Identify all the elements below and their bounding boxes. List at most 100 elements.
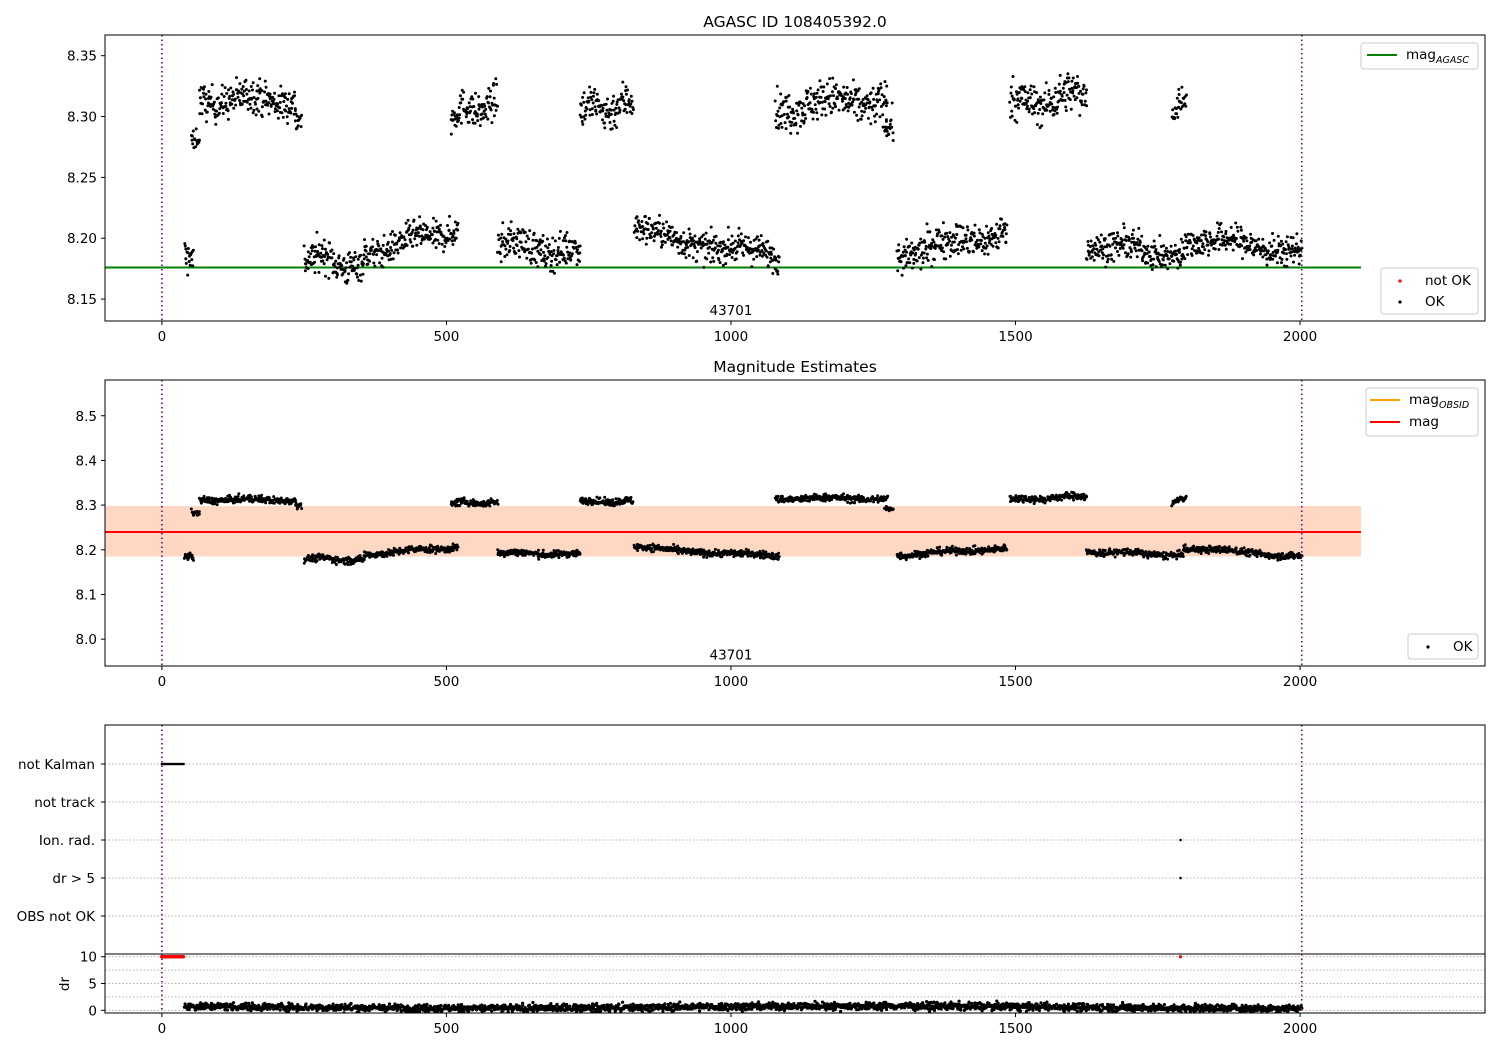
data-point (183, 244, 187, 248)
data-point (575, 263, 579, 267)
data-point (317, 243, 321, 247)
data-point (1064, 105, 1068, 109)
data-point (283, 96, 287, 100)
data-point (455, 113, 459, 117)
data-point (594, 108, 598, 112)
data-point (814, 107, 818, 111)
data-point (1149, 257, 1153, 261)
data-point (1036, 98, 1040, 102)
data-point (202, 95, 206, 99)
data-point (679, 242, 683, 246)
data-point (353, 267, 357, 270)
data-point (348, 251, 351, 255)
data-point (392, 553, 395, 557)
data-point (704, 231, 708, 235)
data-point (922, 251, 926, 255)
panel-estimates-title: Magnitude Estimates (713, 358, 877, 376)
data-point (198, 112, 202, 116)
data-point (306, 554, 310, 557)
data-point (1094, 243, 1098, 247)
data-point (431, 226, 435, 230)
data-point (641, 237, 645, 241)
data-point (1163, 263, 1167, 267)
data-point (953, 249, 957, 253)
data-point (796, 113, 800, 117)
data-point (1120, 238, 1124, 242)
data-point (419, 242, 423, 245)
data-point (1104, 265, 1108, 269)
data-point (638, 238, 642, 242)
data-point (476, 119, 480, 123)
data-point (935, 546, 939, 550)
data-point (273, 110, 277, 114)
data-point (982, 550, 986, 554)
data-point (1298, 253, 1302, 257)
data-point (880, 93, 884, 97)
data-point (687, 240, 690, 244)
data-point (458, 94, 462, 98)
data-point (716, 248, 720, 252)
data-point (1090, 255, 1094, 259)
data-point (543, 254, 547, 258)
data-point (666, 237, 670, 241)
data-point (581, 95, 585, 99)
data-point (943, 235, 947, 239)
data-point (879, 86, 883, 90)
data-point (1276, 234, 1280, 238)
data-point (191, 248, 195, 252)
data-point (201, 102, 204, 106)
data-point (988, 239, 992, 242)
data-point (544, 262, 548, 266)
data-point (446, 224, 449, 227)
data-point (525, 256, 529, 260)
data-point (450, 239, 454, 243)
data-point (355, 266, 359, 270)
data-point (1157, 259, 1161, 263)
data-point (604, 112, 608, 116)
data-point (1180, 85, 1184, 89)
data-point (249, 85, 253, 88)
data-point (764, 249, 768, 253)
data-point (1106, 257, 1110, 261)
data-point (1183, 257, 1187, 261)
data-point (823, 100, 827, 104)
data-point (450, 232, 453, 236)
data-point (609, 112, 613, 116)
data-point (949, 243, 953, 247)
data-point (525, 234, 529, 238)
data-point (777, 126, 780, 130)
data-point (509, 548, 513, 552)
data-point (930, 241, 934, 245)
data-point (1105, 260, 1109, 264)
data-point (828, 77, 832, 81)
data-point (660, 243, 664, 247)
data-point (760, 254, 764, 258)
data-point (492, 82, 496, 85)
panel-agasc: AGASC ID 108405392.0 0 500 1000 1500 2000 8.… (67, 13, 1486, 345)
data-point (381, 243, 385, 247)
data-point (1217, 237, 1220, 241)
data-point (590, 107, 594, 111)
data-point (1177, 548, 1181, 552)
data-point (609, 108, 613, 112)
data-point (803, 104, 806, 108)
data-point (256, 84, 260, 88)
data-point (373, 264, 377, 268)
data-point (747, 548, 750, 552)
data-point (643, 214, 647, 218)
data-point (972, 234, 976, 238)
data-point (481, 116, 485, 120)
data-point (502, 555, 506, 559)
data-point (772, 247, 776, 251)
data-point (434, 552, 438, 555)
data-point (670, 225, 674, 229)
data-point (558, 260, 562, 264)
data-point (1116, 234, 1120, 238)
data-point (608, 121, 612, 124)
data-point (984, 246, 988, 250)
data-point (407, 551, 410, 555)
data-point (846, 500, 850, 504)
data-point (220, 101, 223, 105)
data-point (986, 252, 990, 256)
data-point (661, 239, 665, 243)
